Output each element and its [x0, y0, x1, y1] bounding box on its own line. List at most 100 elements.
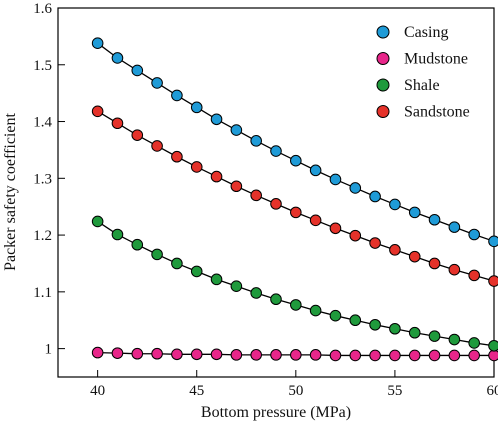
data-point-sandstone — [408, 250, 421, 263]
data-point-mudstone — [468, 349, 480, 362]
data-point-sandstone — [468, 269, 480, 282]
legend-label-mudstone: Mudstone — [404, 51, 468, 68]
series-mudstone — [91, 346, 498, 362]
data-point-mudstone — [488, 349, 498, 362]
data-point-sandstone — [428, 257, 441, 270]
data-point-shale — [408, 326, 421, 339]
data-point-casing — [468, 228, 480, 241]
data-point-shale — [428, 330, 441, 342]
data-point-shale — [369, 318, 381, 331]
data-point-sandstone — [171, 150, 183, 163]
x-axis-title: Bottom pressure (MPa) — [201, 404, 351, 421]
legend-marker-mudstone — [376, 52, 390, 65]
data-point-mudstone — [171, 348, 183, 361]
data-point-casing — [329, 173, 342, 186]
data-point-mudstone — [230, 349, 243, 361]
data-point-sandstone — [190, 161, 203, 173]
series-line-shale — [97, 220, 495, 347]
x-tick-label: 55 — [387, 383, 402, 399]
data-point-sandstone — [389, 244, 401, 256]
y-tick-label: 1.4 — [33, 115, 52, 131]
y-tick-label: 1.6 — [33, 1, 52, 17]
data-point-casing — [171, 89, 183, 102]
data-point-casing — [151, 77, 163, 89]
data-point-sandstone — [448, 263, 461, 276]
data-point-casing — [309, 164, 322, 177]
legend-label-sandstone: Sandstone — [404, 104, 470, 121]
data-point-mudstone — [250, 349, 262, 361]
data-point-casing — [389, 198, 401, 211]
series-sandstone — [91, 105, 498, 287]
y-axis-title: Packer safety coefficient — [2, 113, 19, 271]
y-tick-label: 1.2 — [33, 228, 52, 244]
y-axis-ticks: 1 1.1 1.2 1.3 1.4 1.5 1.6 — [33, 1, 65, 358]
y-tick-label: 1.3 — [33, 171, 52, 187]
data-point-casing — [270, 145, 282, 157]
data-point-sandstone — [369, 237, 381, 249]
data-point-casing — [369, 190, 381, 203]
data-point-mudstone — [329, 349, 342, 362]
data-point-casing — [230, 124, 243, 136]
data-point-shale — [309, 304, 322, 317]
data-point-mudstone — [131, 347, 144, 360]
series-layer — [91, 37, 498, 362]
data-point-sandstone — [488, 275, 498, 287]
y-tick-label: 1 — [45, 342, 53, 358]
data-point-mudstone — [349, 349, 362, 362]
x-tick-label: 45 — [189, 383, 204, 399]
x-axis-ticks: 40 45 50 55 60 — [90, 370, 498, 399]
data-point-mudstone — [190, 348, 203, 361]
plot-frame — [57, 7, 495, 378]
data-point-mudstone — [91, 346, 104, 359]
data-point-mudstone — [290, 349, 302, 361]
data-point-sandstone — [230, 180, 243, 193]
legend-label-shale: Shale — [404, 77, 440, 94]
data-point-shale — [448, 333, 461, 346]
data-point-shale — [329, 309, 342, 322]
data-point-mudstone — [111, 347, 124, 359]
data-point-casing — [448, 221, 461, 233]
data-point-sandstone — [111, 117, 124, 130]
legend-marker-sandstone — [376, 105, 390, 118]
data-point-shale — [190, 265, 203, 278]
legend: Casing Mudstone Shale Sandstone — [376, 24, 470, 121]
data-point-sandstone — [309, 214, 322, 227]
data-point-shale — [270, 293, 282, 306]
data-point-mudstone — [389, 349, 401, 362]
data-point-shale — [151, 248, 163, 261]
data-point-casing — [111, 52, 124, 64]
data-point-sandstone — [210, 170, 223, 183]
data-point-sandstone — [91, 105, 104, 118]
data-point-casing — [91, 37, 104, 49]
data-point-shale — [131, 238, 144, 251]
x-tick-label: 50 — [288, 383, 303, 399]
data-point-shale — [210, 273, 223, 286]
data-point-sandstone — [349, 229, 362, 242]
legend-marker-shale — [376, 78, 390, 92]
data-point-shale — [111, 228, 124, 241]
data-point-casing — [190, 101, 203, 114]
data-point-shale — [91, 215, 104, 228]
data-point-mudstone — [369, 349, 381, 362]
data-point-shale — [250, 287, 262, 299]
data-point-sandstone — [329, 222, 342, 235]
series-shale — [91, 215, 498, 352]
y-tick-label: 1.1 — [33, 285, 52, 301]
data-point-sandstone — [290, 206, 302, 219]
data-point-casing — [210, 113, 223, 126]
data-point-shale — [349, 314, 362, 327]
data-point-casing — [488, 235, 498, 248]
data-point-shale — [488, 339, 498, 352]
data-point-shale — [290, 299, 302, 311]
data-point-mudstone — [428, 349, 441, 362]
data-point-mudstone — [151, 347, 163, 360]
data-point-sandstone — [270, 198, 282, 210]
data-point-mudstone — [270, 349, 282, 361]
data-point-sandstone — [131, 129, 144, 141]
data-point-mudstone — [448, 349, 461, 362]
series-casing — [91, 37, 498, 248]
data-point-sandstone — [250, 189, 262, 202]
data-point-sandstone — [151, 140, 163, 152]
data-point-mudstone — [210, 348, 223, 361]
data-point-shale — [230, 280, 243, 292]
